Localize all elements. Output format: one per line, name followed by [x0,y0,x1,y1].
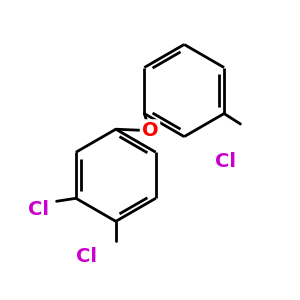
Text: Cl: Cl [28,200,49,219]
Text: O: O [142,121,158,140]
Text: Cl: Cl [215,152,236,171]
Text: Cl: Cl [76,247,97,266]
